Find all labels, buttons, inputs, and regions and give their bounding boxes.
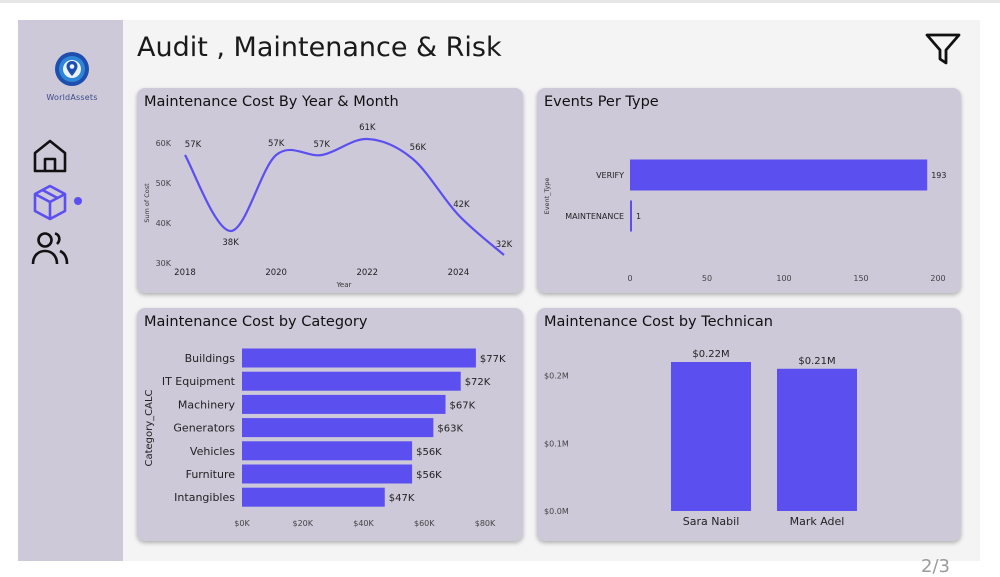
category-label: Machinery bbox=[178, 398, 236, 411]
category-label: Vehicles bbox=[190, 445, 235, 458]
y-tick-label: 50K bbox=[156, 179, 172, 188]
category-label: Furniture bbox=[186, 468, 236, 481]
data-label: $56K bbox=[416, 447, 442, 458]
x-tick-label: $0K bbox=[234, 519, 250, 528]
home-icon[interactable] bbox=[30, 136, 70, 176]
y-axis-label: Category_CALC bbox=[144, 389, 155, 466]
y-tick-label: 40K bbox=[156, 219, 172, 228]
x-tick-label: 2018 bbox=[174, 268, 196, 278]
y-axis-label: Event_Type bbox=[543, 178, 551, 215]
data-label: $0.22M bbox=[692, 349, 729, 360]
card-title: Maintenance Cost By Year & Month bbox=[144, 94, 399, 110]
category-label: MAINTENANCE bbox=[565, 212, 624, 221]
y-axis-label: Sum of Cost bbox=[143, 183, 151, 223]
x-tick-label: $80K bbox=[475, 519, 496, 528]
data-label: $56K bbox=[416, 470, 442, 481]
category-label: IT Equipment bbox=[162, 375, 236, 388]
x-tick-label: 2022 bbox=[356, 268, 378, 278]
x-tick-label: 2024 bbox=[448, 268, 470, 278]
active-indicator-dot bbox=[74, 197, 82, 205]
category-label: Intangibles bbox=[174, 491, 235, 504]
y-tick-label: $0.2M bbox=[544, 372, 569, 381]
data-label: $0.21M bbox=[798, 356, 835, 367]
bar bbox=[671, 362, 751, 511]
y-tick-label: 30K bbox=[156, 259, 172, 268]
bar bbox=[242, 371, 461, 391]
data-label: $63K bbox=[437, 424, 463, 435]
bar bbox=[242, 348, 476, 368]
y-tick-label: 60K bbox=[156, 139, 172, 148]
technician-bar-chart: $0.0M $0.1M $0.2M $0.22M Sara Nabil $0.21M Mar… bbox=[544, 349, 857, 528]
data-label: $47K bbox=[389, 493, 415, 504]
bar bbox=[630, 200, 632, 232]
page-indicator: 2/3 bbox=[921, 556, 950, 577]
x-tick-label: 50 bbox=[702, 274, 712, 283]
data-label: 57K bbox=[268, 139, 285, 149]
bar bbox=[242, 418, 434, 438]
x-tick-label: 100 bbox=[776, 274, 791, 283]
card-cost-by-year-month[interactable]: Maintenance Cost By Year & Month 30K 40K 5… bbox=[137, 88, 523, 293]
series-line bbox=[184, 137, 505, 256]
x-tick-label: $20K bbox=[292, 519, 313, 528]
category-label: Mark Adel bbox=[790, 515, 845, 528]
category-label: Buildings bbox=[185, 352, 236, 365]
top-border bbox=[0, 0, 1000, 3]
card-title: Events Per Type bbox=[544, 94, 659, 110]
y-tick-label: $0.1M bbox=[544, 439, 569, 448]
events-bar-chart: VERIFY 193 MAINTENANCE 1 0 50 100 150 200 Event_T… bbox=[543, 159, 947, 283]
data-label: 38K bbox=[222, 238, 239, 248]
sidebar bbox=[18, 20, 123, 561]
line-chart: 30K 40K 50K 60K 2018 2020 2022 2024 Year Sum of C… bbox=[143, 123, 513, 289]
x-tick-label: 2020 bbox=[265, 268, 287, 278]
data-label: 57K bbox=[314, 140, 331, 150]
y-tick-label: $0.0M bbox=[544, 507, 569, 516]
x-tick-label: 200 bbox=[930, 274, 945, 283]
users-icon[interactable] bbox=[30, 228, 70, 268]
bar bbox=[630, 159, 928, 191]
card-events-per-type[interactable]: Events Per Type VERIFY 193 MAINTENANCE 1 0 50… bbox=[537, 88, 961, 293]
bar bbox=[242, 487, 385, 507]
world-assets-logo-icon bbox=[55, 52, 89, 86]
data-label: 56K bbox=[410, 143, 427, 153]
filter-icon[interactable] bbox=[925, 32, 961, 66]
data-label: 61K bbox=[359, 123, 376, 133]
bar bbox=[777, 368, 857, 511]
card-cost-by-category[interactable]: Maintenance Cost by Category Buildings $7… bbox=[137, 308, 523, 541]
x-tick-label: $60K bbox=[414, 519, 435, 528]
data-label: 1 bbox=[636, 212, 641, 221]
data-label: $77K bbox=[480, 354, 506, 365]
data-label: 32K bbox=[496, 240, 513, 250]
category-label: Generators bbox=[173, 422, 235, 435]
data-label: 42K bbox=[453, 200, 470, 210]
card-cost-by-technician[interactable]: Maintenance Cost by Technican $0.0M $0.1M… bbox=[537, 308, 961, 541]
category-label: Sara Nabil bbox=[683, 515, 740, 528]
x-tick-label: 150 bbox=[853, 274, 868, 283]
x-axis-label: Year bbox=[336, 281, 352, 289]
box-icon[interactable] bbox=[30, 182, 70, 222]
data-label: $67K bbox=[450, 400, 476, 411]
x-tick-label: $40K bbox=[353, 519, 374, 528]
card-title: Maintenance Cost by Technican bbox=[544, 314, 773, 330]
data-label: 57K bbox=[185, 140, 202, 150]
bar bbox=[242, 464, 413, 484]
x-tick-label: 0 bbox=[627, 274, 632, 283]
data-label: 193 bbox=[931, 171, 946, 180]
bar bbox=[242, 441, 413, 461]
card-title: Maintenance Cost by Category bbox=[144, 314, 368, 330]
bar bbox=[242, 394, 446, 414]
category-label: VERIFY bbox=[596, 171, 624, 180]
data-label: $72K bbox=[465, 377, 491, 388]
category-bar-chart: Buildings $77K IT Equipment $72K Machinery $6… bbox=[144, 348, 506, 528]
logo-text: WorldAssets bbox=[46, 93, 98, 102]
page-title: Audit , Maintenance & Risk bbox=[137, 32, 502, 63]
